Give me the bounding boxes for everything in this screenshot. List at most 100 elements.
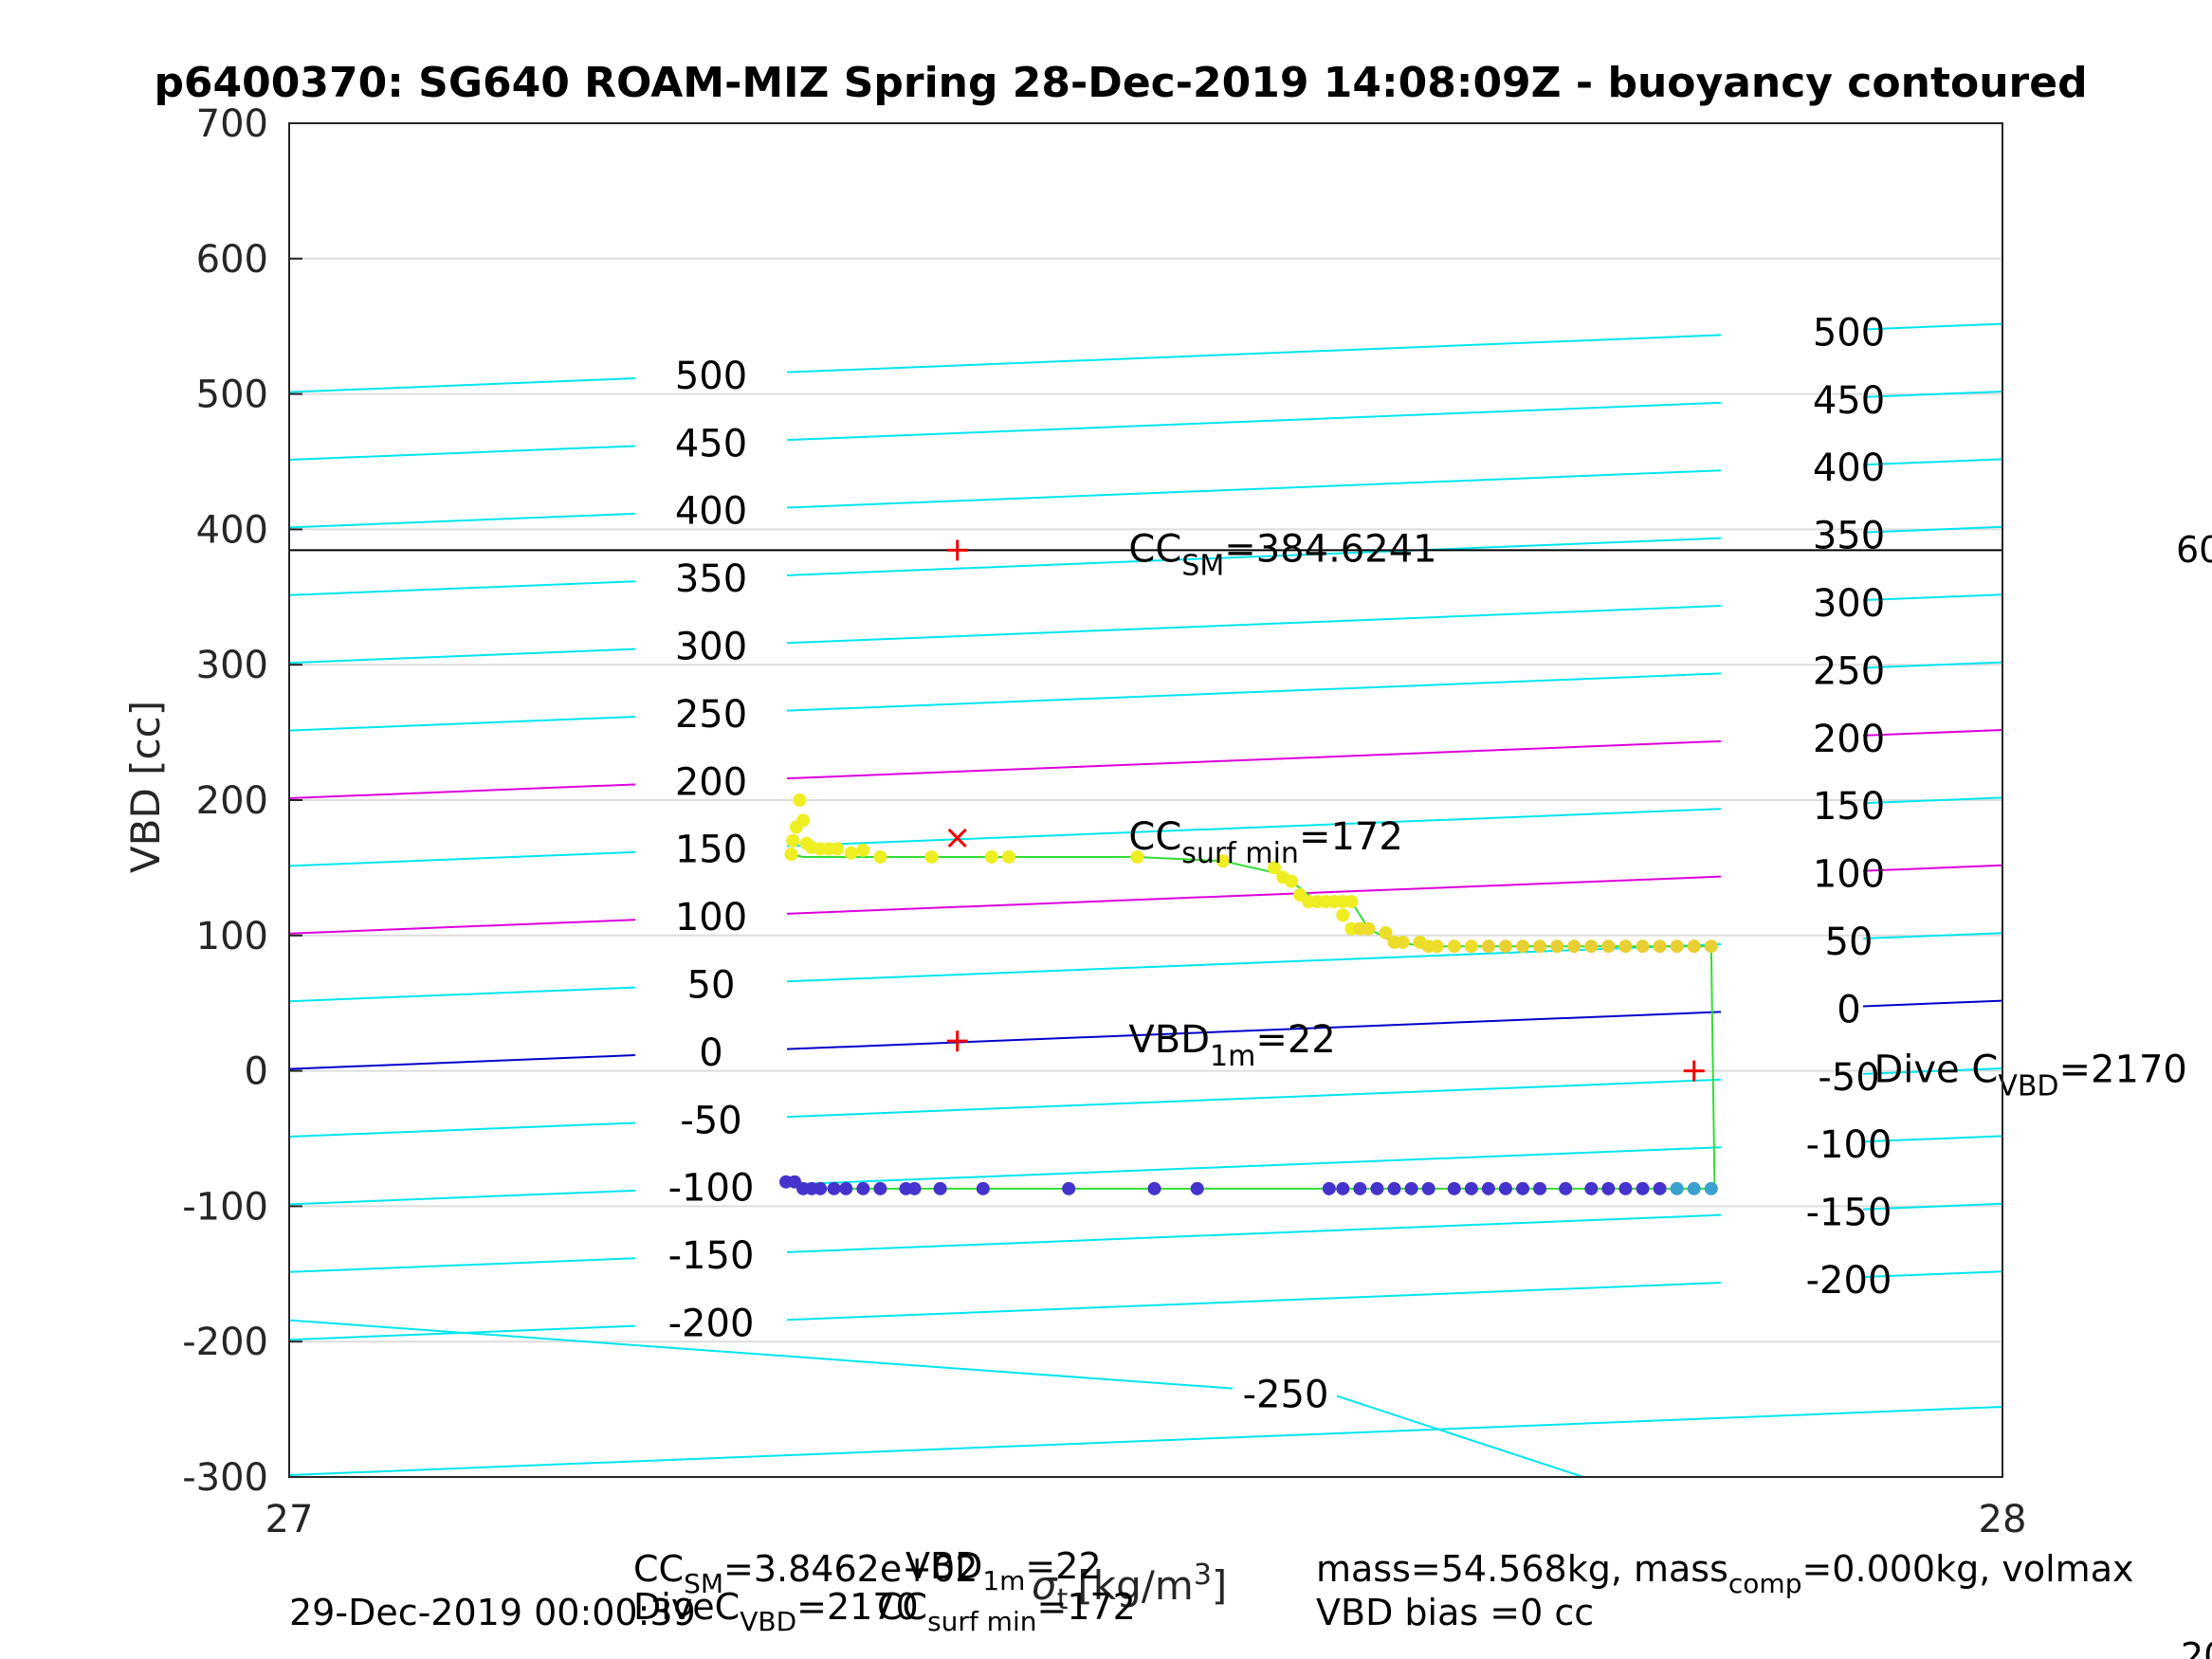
upper-data-point [1567,939,1581,954]
y-tick-label: -200 [182,1321,268,1364]
contour-label: -50 [680,1099,741,1142]
x-tick-label: 28 [1979,1498,2027,1541]
upper-data-point [784,848,798,862]
contour-line [786,1282,1722,1322]
clipped-right-text-bottom: 20 [2181,1635,2212,1659]
upper-data-point [1498,939,1512,954]
upper-data-point [1216,854,1230,868]
lower-data-point [1653,1181,1667,1195]
y-tick-label: 500 [196,374,268,417]
contour-label: -250 [1243,1374,1329,1417]
lower-data-point [933,1181,947,1195]
upper-data-point [1516,939,1530,954]
footer-timestamp: 29-Dec-2019 00:00:39 [289,1592,696,1633]
contour-label: 400 [675,490,747,534]
contour-line [1862,391,2003,398]
y-tick-label: 100 [196,915,268,958]
footer-vbd-bias: VBD bias =0 cc [1316,1592,1594,1633]
contour-line [288,1054,636,1070]
lower-data-point [1670,1181,1684,1195]
contour-line [786,875,1722,915]
upper-data-point [984,849,998,864]
footer-vbd-1m-value: =22 [1025,1545,1101,1587]
contour-label: -50 [1818,1056,1879,1100]
lower-data-point [1421,1181,1435,1195]
plus-marker [1683,1060,1705,1082]
upper-data-point [1268,861,1282,875]
upper-data-point [1379,925,1393,939]
annotation-value: =22 [1255,1018,1335,1062]
trace-line [785,853,1716,1190]
upper-data-point [924,849,939,864]
contour-label: 500 [675,355,747,398]
contour-line [1862,796,2003,805]
contour-label: 400 [1813,447,1885,490]
contour-line [1862,1202,2003,1211]
y-tick-label: 700 [196,102,268,146]
data-points [779,793,1718,1195]
footer-cc-surf-min-value: =172 [1036,1586,1135,1628]
footer-mass: mass=54.568kg, masscomp=0.000kg, volmax [1316,1548,2133,1599]
upper-data-point [1653,939,1667,954]
contour-line [786,469,1722,509]
contour-label: 450 [1813,379,1885,423]
y-tick-label: 600 [196,238,268,282]
x-axis-label-close: ] [1212,1562,1227,1609]
contour-line [288,1257,636,1273]
contour-line [786,1011,1722,1050]
upper-data-point [1687,939,1701,954]
contour-label: 150 [675,829,747,872]
contour-line [1862,661,2003,669]
lower-data-point [1533,1181,1547,1195]
x-axis-label: σt [kg/m3] [1032,1559,1227,1616]
footer-cc-sm: CCSM=3.8462e+02 [633,1548,978,1599]
footer-cc-sm-sub: SM [684,1568,723,1599]
annotation-sub: 1m [1210,1040,1255,1073]
contour-line [288,850,636,867]
footer-divec-vbd-sub: VBD [740,1606,796,1637]
annotation-sub: SM [1181,549,1224,582]
contour-label: -200 [668,1302,755,1345]
contour-label: 200 [1813,718,1885,761]
contour-label: -100 [1806,1123,1892,1167]
footer-divec-vbd-base: DiveC [633,1586,740,1628]
contour-line [288,716,636,732]
upper-data-point [1670,939,1684,954]
y-axis-label: VBD [cc] [122,701,169,873]
contour-line [786,1146,1722,1186]
footer-vbd-1m-sub: 1m [982,1565,1025,1596]
contour-label: 250 [1813,649,1885,693]
contour-line [1862,1067,2003,1075]
contour-line [786,808,1722,848]
annotation-value: =2170 [2059,1048,2187,1092]
contour-label: 350 [675,557,747,601]
lower-data-point [1584,1181,1599,1195]
annotation-value: =384.6241 [1224,527,1436,571]
lower-data-point [814,1181,828,1195]
footer-cc-surf-min-base: CC [877,1586,927,1628]
contour-line [1862,729,2003,737]
contour-line [1862,932,2003,940]
contour-line [1862,525,2003,534]
contour-line [786,334,1722,374]
x-axis-label-subscript: t [1057,1583,1069,1616]
upper-data-point [1447,939,1461,954]
contour-label: 100 [675,896,747,939]
contour-line [1862,864,2003,872]
contour-line [786,401,1722,442]
upper-data-point [1550,939,1564,954]
y-tick-label: -100 [182,1185,268,1229]
contour-label: 0 [699,1031,722,1075]
upper-data-point [1130,849,1144,864]
contour-line [786,739,1722,780]
upper-data-point [1344,895,1359,909]
footer-mass-rest: =0.000kg, volmax [1801,1548,2133,1590]
footer-vbd-1m: VBD1m=22 [905,1545,1102,1596]
lower-data-point [1062,1181,1076,1195]
lower-data-point [827,1181,841,1195]
lower-data-point [1404,1181,1418,1195]
contour-line [786,605,1722,645]
upper-data-point [1396,935,1410,949]
